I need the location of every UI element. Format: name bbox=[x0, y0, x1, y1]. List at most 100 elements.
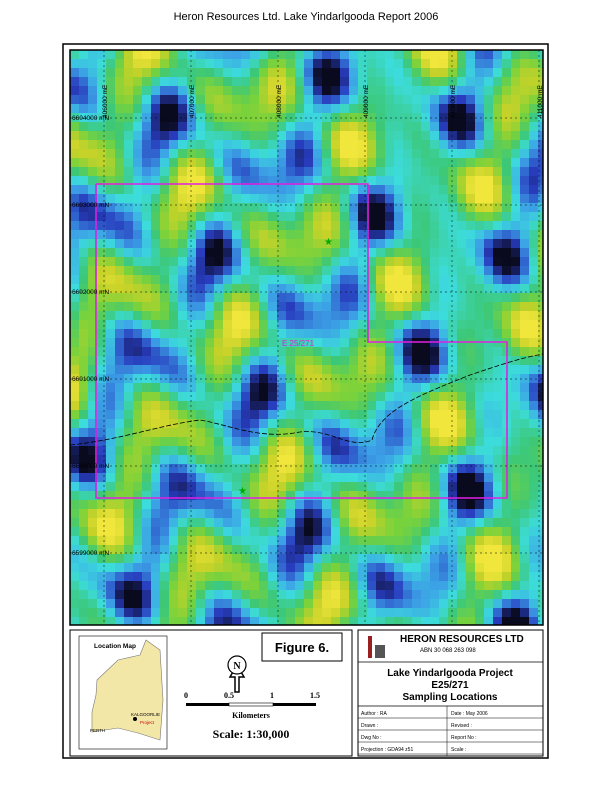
map-cell bbox=[493, 383, 502, 392]
map-cell bbox=[439, 176, 448, 185]
map-cell bbox=[115, 284, 124, 293]
map-cell bbox=[511, 320, 520, 329]
easting-label: 408000 mE bbox=[276, 84, 283, 118]
map-cell bbox=[223, 194, 232, 203]
map-cell bbox=[466, 257, 475, 266]
map-cell bbox=[313, 50, 322, 59]
map-cell bbox=[439, 212, 448, 221]
map-cell bbox=[142, 212, 151, 221]
map-cell bbox=[259, 284, 268, 293]
map-cell bbox=[250, 347, 259, 356]
map-cell bbox=[439, 455, 448, 464]
map-cell bbox=[511, 608, 520, 617]
map-cell bbox=[340, 185, 349, 194]
map-cell bbox=[178, 527, 187, 536]
map-cell bbox=[358, 437, 367, 446]
map-cell bbox=[493, 95, 502, 104]
map-cell bbox=[403, 446, 412, 455]
map-cell bbox=[214, 149, 223, 158]
map-cell bbox=[277, 401, 286, 410]
map-cell bbox=[88, 158, 97, 167]
map-cell bbox=[439, 194, 448, 203]
map-cell bbox=[313, 113, 322, 122]
map-cell bbox=[340, 203, 349, 212]
map-cell bbox=[106, 419, 115, 428]
map-cell bbox=[241, 167, 250, 176]
title-line: Lake Yindarlgooda Project bbox=[387, 668, 513, 679]
map-cell bbox=[70, 545, 79, 554]
map-cell bbox=[106, 167, 115, 176]
map-cell bbox=[169, 230, 178, 239]
map-cell bbox=[457, 482, 466, 491]
map-cell bbox=[367, 446, 376, 455]
map-cell bbox=[385, 113, 394, 122]
map-cell bbox=[466, 401, 475, 410]
map-cell bbox=[133, 275, 142, 284]
map-cell bbox=[223, 68, 232, 77]
map-cell bbox=[205, 383, 214, 392]
map-cell bbox=[187, 158, 196, 167]
map-cell bbox=[376, 383, 385, 392]
map-cell bbox=[385, 518, 394, 527]
map-cell bbox=[313, 185, 322, 194]
map-cell bbox=[457, 176, 466, 185]
map-cell bbox=[160, 446, 169, 455]
map-cell bbox=[295, 50, 304, 59]
map-cell bbox=[322, 302, 331, 311]
map-cell bbox=[430, 392, 439, 401]
map-cell bbox=[340, 554, 349, 563]
map-cell bbox=[511, 311, 520, 320]
map-cell bbox=[241, 545, 250, 554]
map-cell bbox=[448, 383, 457, 392]
map-cell bbox=[196, 356, 205, 365]
map-cell bbox=[88, 140, 97, 149]
map-cell bbox=[376, 500, 385, 509]
map-cell bbox=[376, 581, 385, 590]
map-cell bbox=[295, 311, 304, 320]
map-cell bbox=[79, 473, 88, 482]
map-cell bbox=[322, 185, 331, 194]
map-cell bbox=[214, 248, 223, 257]
map-cell bbox=[403, 419, 412, 428]
map-cell bbox=[448, 149, 457, 158]
map-cell bbox=[115, 212, 124, 221]
map-cell bbox=[295, 329, 304, 338]
map-cell bbox=[142, 482, 151, 491]
map-cell bbox=[484, 320, 493, 329]
map-cell bbox=[502, 266, 511, 275]
map-cell bbox=[457, 77, 466, 86]
map-cell bbox=[493, 212, 502, 221]
map-cell bbox=[331, 428, 340, 437]
map-cell bbox=[367, 77, 376, 86]
map-cell bbox=[385, 617, 394, 625]
map-cell bbox=[304, 338, 313, 347]
map-cell bbox=[88, 203, 97, 212]
map-cell bbox=[520, 68, 529, 77]
map-cell bbox=[268, 500, 277, 509]
map-cell bbox=[241, 599, 250, 608]
map-cell bbox=[475, 356, 484, 365]
map-cell bbox=[493, 554, 502, 563]
map-cell bbox=[376, 455, 385, 464]
map-cell bbox=[475, 482, 484, 491]
map-cell bbox=[169, 509, 178, 518]
map-cell bbox=[313, 464, 322, 473]
map-cell bbox=[115, 536, 124, 545]
map-cell bbox=[349, 338, 358, 347]
map-cell bbox=[340, 392, 349, 401]
map-cell bbox=[142, 203, 151, 212]
map-cell bbox=[475, 590, 484, 599]
map-cell bbox=[367, 149, 376, 158]
map-cell bbox=[295, 167, 304, 176]
map-cell bbox=[394, 518, 403, 527]
map-cell bbox=[106, 158, 115, 167]
map-cell bbox=[232, 617, 241, 625]
map-cell bbox=[70, 473, 79, 482]
map-cell bbox=[259, 239, 268, 248]
map-cell bbox=[376, 293, 385, 302]
map-cell bbox=[331, 203, 340, 212]
scale-tick-label: 0 bbox=[184, 691, 188, 700]
map-cell bbox=[277, 383, 286, 392]
map-cell bbox=[286, 608, 295, 617]
map-cell bbox=[169, 545, 178, 554]
